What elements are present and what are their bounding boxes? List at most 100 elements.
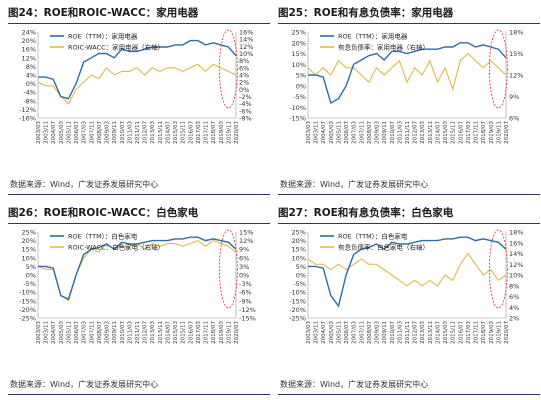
x-tick-label: 2015/03 [443, 121, 449, 144]
x-tick-label: 2004/07 [51, 121, 57, 144]
y-tick-label-right: -2% [239, 93, 252, 101]
y-tick-label-right: 4% [239, 72, 249, 80]
y-tick-label-left: -25% [289, 315, 306, 323]
y-tick-label-right: 14% [239, 36, 253, 44]
legend-label: ROIC-WACC：家用电器（右轴） [68, 43, 164, 52]
x-tick-label: 2018/07 [211, 121, 217, 144]
y-tick-label-right: 15% [239, 229, 253, 237]
x-tick-label: 2019/03 [219, 121, 225, 144]
x-tick-label: 2003/11 [314, 121, 320, 144]
x-tick-label: 2015/03 [173, 321, 179, 344]
x-tick-label: 2003/03 [36, 121, 42, 144]
y-tick-label-left: 5% [26, 263, 36, 271]
x-tick-label: 2019/03 [219, 321, 225, 344]
x-tick-label: 2003/03 [306, 321, 312, 344]
title-rule [278, 223, 540, 224]
y-tick-label-right: -6% [239, 107, 252, 115]
chart-title: 图26：ROE和ROIC-WACC：白色家电 [8, 207, 199, 219]
x-tick-label: 2008/07 [367, 121, 373, 144]
x-tick-label: 2005/11 [336, 121, 342, 144]
y-tick-label-left: 5% [296, 72, 306, 80]
y-tick-label-left: 15% [22, 246, 36, 254]
y-tick-label-right: -8% [239, 115, 252, 123]
x-tick-label: 2016/07 [188, 321, 194, 344]
y-tick-label-left: 0% [296, 82, 306, 90]
x-tick-label: 2016/07 [458, 121, 464, 144]
x-tick-label: 2017/03 [196, 121, 202, 144]
x-tick-label: 2011/03 [127, 321, 133, 344]
x-tick-label: 2015/11 [451, 121, 457, 144]
x-tick-label: 2006/07 [74, 321, 80, 344]
y-tick-label-right: -3% [239, 280, 252, 288]
x-tick-label: 2017/11 [204, 121, 210, 144]
y-tick-label-left: 12% [22, 54, 36, 62]
x-tick-label: 2012/07 [413, 121, 419, 144]
chart-title: 图25：ROE和有息负债率：家用电器 [278, 7, 454, 19]
legend-label: ROE（TTM）：家用电器 [338, 32, 408, 41]
x-tick-label: 2007/03 [352, 121, 358, 144]
y-tick-label-left: -25% [19, 315, 36, 323]
x-tick-label: 2013/11 [158, 321, 164, 344]
y-tick-label-left: 20% [22, 37, 36, 45]
y-tick-label-left: -10% [289, 104, 306, 112]
x-tick-label: 2019/11 [226, 321, 232, 344]
y-tick-label-right: 0% [239, 272, 249, 280]
y-tick-label-right: -4% [239, 100, 252, 108]
x-tick-label: 2015/11 [181, 321, 187, 344]
y-tick-label-left: 10% [292, 61, 306, 69]
y-tick-label-right: 15% [509, 50, 523, 58]
y-tick-label-right: 0% [239, 86, 249, 94]
y-tick-label-left: 25% [22, 229, 36, 237]
y-tick-label-left: -12% [19, 106, 36, 114]
x-tick-label: 2013/11 [428, 321, 434, 344]
x-tick-label: 2012/07 [143, 321, 149, 344]
bottom-rule [278, 394, 540, 395]
chart-svg: 25%20%15%10%5%0%-5%-10%-15%-20%-25%18%16… [289, 229, 523, 344]
y-tick-label-left: 15% [292, 50, 306, 58]
x-tick-label: 2019/03 [489, 121, 495, 144]
x-tick-label: 2013/03 [420, 321, 426, 344]
bottom-rule [8, 194, 270, 195]
x-tick-label: 2003/03 [306, 121, 312, 144]
y-tick-label-left: 10% [292, 254, 306, 262]
y-tick-label-right: 18% [509, 29, 523, 37]
x-tick-label: 2008/07 [97, 321, 103, 344]
x-tick-label: 2005/03 [329, 321, 335, 344]
x-tick-label: 2011/03 [127, 121, 133, 144]
x-tick-label: 2010/07 [390, 121, 396, 144]
y-tick-label-right: 2% [509, 315, 519, 323]
title-rule [8, 223, 270, 224]
x-tick-label: 2005/03 [59, 321, 65, 344]
x-tick-label: 2009/11 [382, 121, 388, 144]
x-tick-label: 2013/03 [150, 121, 156, 144]
x-tick-label: 2003/11 [44, 121, 50, 144]
series-line-roe [308, 236, 507, 308]
series-line-roe [38, 39, 237, 100]
y-tick-label-left: 25% [292, 29, 306, 37]
x-tick-label: 2011/11 [405, 321, 411, 344]
y-tick-label-left: 10% [22, 254, 36, 262]
x-tick-label: 2007/03 [352, 321, 358, 344]
x-tick-label: 2016/07 [458, 321, 464, 344]
y-tick-label-right: 9% [509, 93, 519, 101]
y-tick-label-right: -9% [239, 297, 252, 305]
series-line-right-axis [307, 252, 507, 287]
x-tick-label: 2019/11 [226, 121, 232, 144]
x-tick-label: 2020/07 [504, 321, 510, 344]
x-tick-label: 2013/03 [150, 321, 156, 344]
y-tick-label-left: 8% [26, 63, 36, 71]
x-tick-label: 2018/07 [211, 321, 217, 344]
x-tick-label: 2003/11 [44, 321, 50, 344]
x-tick-label: 2007/03 [82, 121, 88, 144]
x-tick-label: 2018/07 [481, 121, 487, 144]
legend-label: 有息负债率：白色家电（右轴） [338, 243, 429, 252]
legend-label: ROE（TTM）：白色家电 [68, 232, 138, 241]
x-tick-label: 2011/03 [397, 121, 403, 144]
x-tick-label: 2007/11 [89, 321, 95, 344]
y-tick-label-left: 15% [292, 246, 306, 254]
x-tick-label: 2017/03 [196, 321, 202, 344]
y-tick-label-right: 9% [239, 246, 249, 254]
y-tick-label-right: 10% [509, 272, 523, 280]
x-tick-label: 2010/07 [390, 321, 396, 344]
source-note: 数据来源：Wind，广发证券发展研究中心 [280, 180, 429, 189]
